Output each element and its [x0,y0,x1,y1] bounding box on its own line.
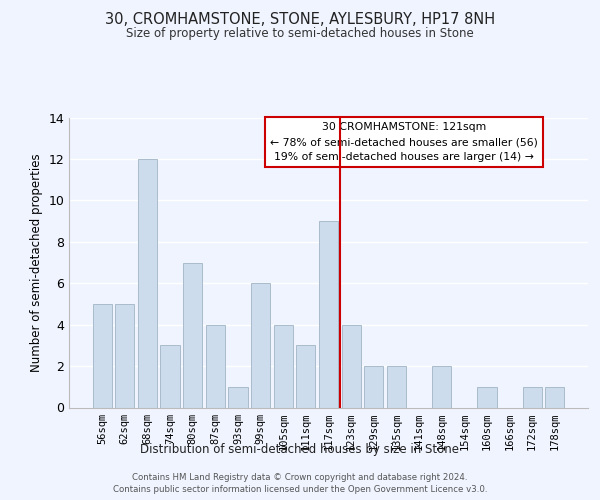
Text: 30, CROMHAMSTONE, STONE, AYLESBURY, HP17 8NH: 30, CROMHAMSTONE, STONE, AYLESBURY, HP17… [105,12,495,28]
Bar [364,366,383,408]
Bar [115,304,134,408]
Bar [432,366,451,408]
Bar [477,387,497,407]
Text: 30 CROMHAMSTONE: 121sqm
← 78% of semi-detached houses are smaller (56)
19% of se: 30 CROMHAMSTONE: 121sqm ← 78% of semi-de… [270,122,538,162]
Bar [206,324,225,407]
Bar [319,221,338,408]
Bar [183,262,202,408]
Bar [523,387,542,407]
Bar [274,324,293,407]
Bar [296,346,316,408]
Y-axis label: Number of semi-detached properties: Number of semi-detached properties [30,153,43,372]
Bar [92,304,112,408]
Text: Contains public sector information licensed under the Open Government Licence v3: Contains public sector information licen… [113,485,487,494]
Bar [160,346,180,408]
Bar [387,366,406,408]
Bar [229,387,248,407]
Text: Contains HM Land Registry data © Crown copyright and database right 2024.: Contains HM Land Registry data © Crown c… [132,472,468,482]
Bar [251,283,270,408]
Bar [138,159,157,408]
Bar [545,387,565,407]
Text: Distribution of semi-detached houses by size in Stone: Distribution of semi-detached houses by … [140,442,460,456]
Bar [341,324,361,407]
Text: Size of property relative to semi-detached houses in Stone: Size of property relative to semi-detach… [126,28,474,40]
